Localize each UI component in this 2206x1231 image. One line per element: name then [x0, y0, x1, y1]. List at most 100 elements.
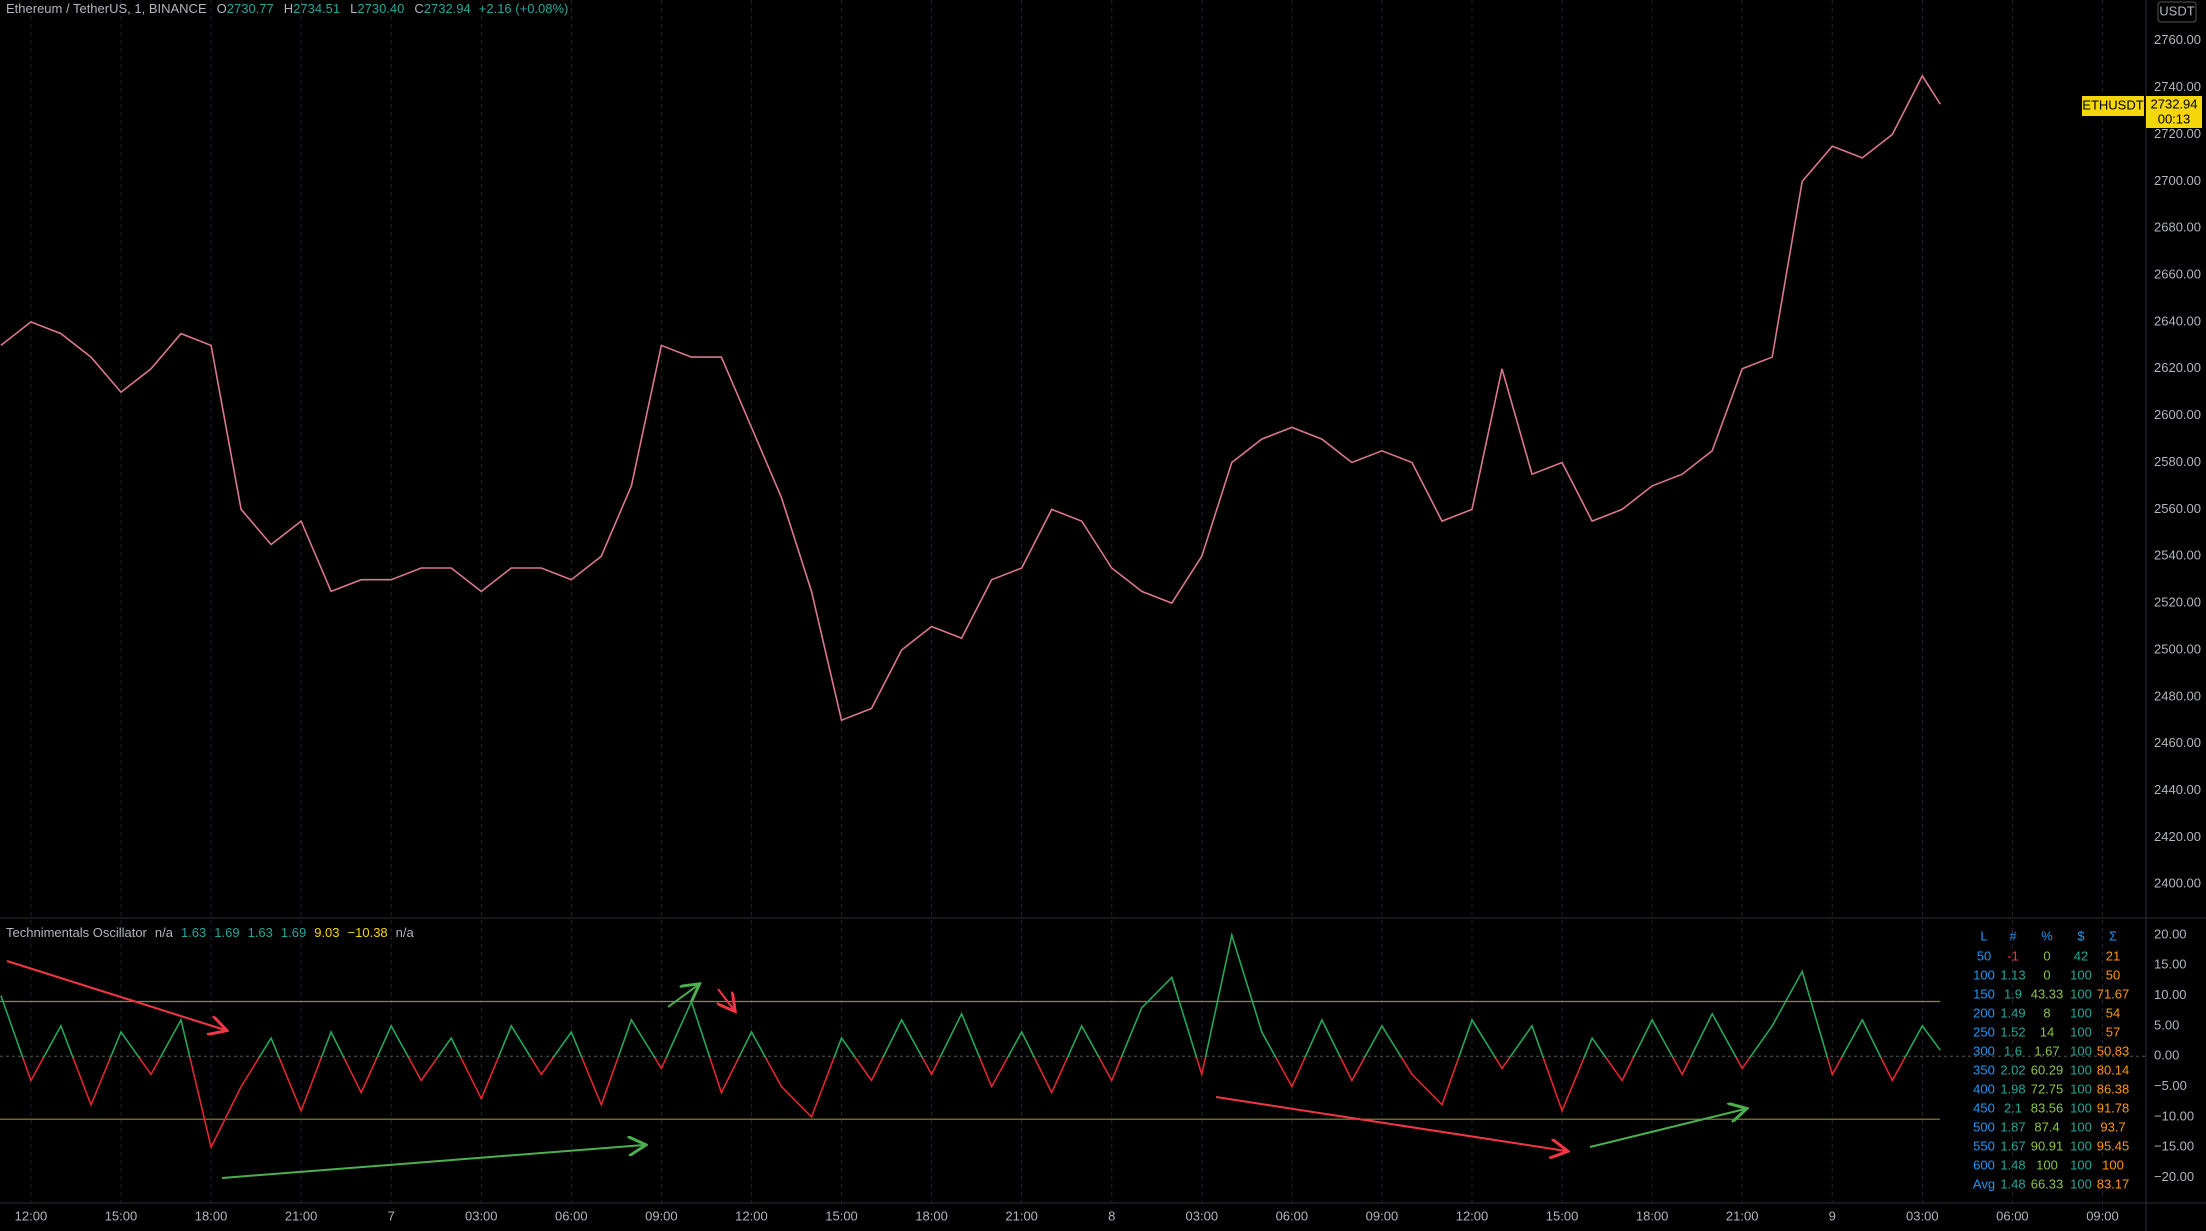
ohlc-key: L	[350, 1, 357, 16]
y-tick-label: −5.00	[2154, 1078, 2187, 1093]
x-tick-label: 06:00	[555, 1208, 588, 1223]
table-cell: 100	[2070, 1157, 2092, 1172]
table-cell: 83.17	[2097, 1176, 2130, 1191]
currency: USDT	[2159, 3, 2194, 18]
table-cell: 0	[2043, 967, 2050, 982]
x-tick-label: 8	[1108, 1208, 1115, 1223]
tag-countdown: 00:13	[2158, 111, 2191, 126]
x-tick-label: 03:00	[465, 1208, 498, 1223]
table-header: Σ	[2109, 928, 2117, 943]
table-cell: 54	[2106, 1005, 2120, 1020]
table-cell: 450	[1973, 1100, 1995, 1115]
table-cell: 1.87	[2000, 1119, 2025, 1134]
table-cell: 87.4	[2034, 1119, 2059, 1134]
currency-box	[2157, 1, 2197, 23]
y-tick-label: 10.00	[2154, 987, 2187, 1002]
table-cell: 100	[2070, 967, 2092, 982]
y-tick-label: 2740.00	[2154, 79, 2201, 94]
oscillator-header: Technimentals Oscillator n/a 1.63 1.69 1.63 1…	[6, 925, 414, 940]
y-tick-label: 2420.00	[2154, 829, 2201, 844]
table-cell: 100	[1973, 967, 1995, 982]
table-cell: 100	[2070, 1100, 2092, 1115]
ohlc-key: H	[284, 1, 293, 16]
table-cell: 14	[2040, 1024, 2054, 1039]
table-cell: 550	[1973, 1138, 1995, 1153]
y-tick-label: 2720.00	[2154, 126, 2201, 141]
stats-table: L #% $ Σ 50 -1 0 42 21 100 1.13 0 100 50 150 1.9 43.33 10…	[1973, 928, 2129, 1191]
symbol: Ethereum / TetherUS, 1, BINANCE	[6, 1, 207, 16]
y-tick-label: 2440.00	[2154, 782, 2201, 797]
table-cell: 100	[2070, 1043, 2092, 1058]
table-cell: 300	[1973, 1043, 1995, 1058]
symbol-header: Ethereum / TetherUS, 1, BINANCE O2730.77 H…	[6, 1, 568, 16]
y-tick-label: 2600.00	[2154, 407, 2201, 422]
x-tick-label: 09:00	[1366, 1208, 1399, 1223]
x-tick-label: 21:00	[1005, 1208, 1038, 1223]
legend-value: 1.69	[281, 925, 306, 940]
legend-value: 1.69	[214, 925, 239, 940]
indicator-title: Technimentals Oscillator	[6, 925, 148, 940]
table-cell: 50	[2106, 967, 2120, 982]
arrow	[1589, 1109, 1745, 1148]
table-cell: 93.7	[2100, 1119, 2125, 1134]
table-cell: 1.67	[2034, 1043, 2059, 1058]
price-tag: ETHUSDT 2732.94 00:13	[2082, 96, 2202, 128]
x-tick-label: 03:00	[1186, 1208, 1219, 1223]
y-tick-label: 2400.00	[2154, 876, 2201, 891]
table-cell: 8	[2043, 1005, 2050, 1020]
table-cell: 1.67	[2000, 1138, 2025, 1153]
table-cell: 100	[2070, 1024, 2092, 1039]
table-cell: 71.67	[2097, 986, 2130, 1001]
x-tick-label: 12:00	[1456, 1208, 1489, 1223]
y-tick-label: 2620.00	[2154, 360, 2201, 375]
table-cell: -1	[2007, 948, 2019, 963]
x-tick-label: 09:00	[645, 1208, 678, 1223]
line	[0, 931, 1941, 1058]
table-cell: 1.6	[2004, 1043, 2022, 1058]
table-cell: 60.29	[2031, 1062, 2064, 1077]
y-tick-label: 20.00	[2154, 926, 2187, 941]
table-cell: 250	[1973, 1024, 1995, 1039]
change: +2.16 (+0.08%)	[479, 1, 569, 16]
table-cell: 100	[2070, 1062, 2092, 1077]
y-tick-label: 2580.00	[2154, 454, 2201, 469]
line	[0, 74, 1941, 722]
table-cell: 100	[2070, 1119, 2092, 1134]
arrow	[221, 1145, 644, 1179]
table-cell: 72.75	[2031, 1081, 2064, 1096]
tag-symbol: ETHUSDT	[2082, 97, 2143, 112]
x-tick-label: 18:00	[195, 1208, 228, 1223]
ohlc-value: 2732.94	[424, 1, 471, 16]
x-tick-label: 06:00	[1276, 1208, 1309, 1223]
tag-box	[2082, 96, 2144, 116]
table-header: %	[2041, 928, 2053, 943]
tag-price: 2732.94	[2151, 96, 2198, 111]
ohlc-key: O	[217, 1, 227, 16]
y-tick-label: 2700.00	[2154, 173, 2201, 188]
table-cell: 1.13	[2000, 967, 2025, 982]
table-cell: 350	[1973, 1062, 1995, 1077]
x-tick-label: 15:00	[1546, 1208, 1579, 1223]
table-cell: 57	[2106, 1024, 2120, 1039]
y-tick-label: 2480.00	[2154, 688, 2201, 703]
grid	[0, 0, 2146, 1203]
table-header: $	[2077, 928, 2085, 943]
legend-value: n/a	[155, 925, 174, 940]
line	[22, 1058, 1906, 1150]
table-cell: 150	[1973, 986, 1995, 1001]
y-tick-label: 2500.00	[2154, 641, 2201, 656]
x-tick-label: 03:00	[1906, 1208, 1939, 1223]
arrow	[718, 988, 734, 1010]
table-cell: 50.83	[2097, 1043, 2130, 1058]
table-cell: 100	[2036, 1157, 2058, 1172]
y-tick-label: 2560.00	[2154, 501, 2201, 516]
y-tick-label: 2660.00	[2154, 267, 2201, 282]
arrow	[1215, 1096, 1566, 1151]
ohlc-value: 2734.51	[293, 1, 340, 16]
table-cell: 1.48	[2000, 1157, 2025, 1172]
table-cell: 2.02	[2000, 1062, 2025, 1077]
x-tick-label: 09:00	[2086, 1208, 2119, 1223]
table-cell: 42	[2074, 948, 2088, 963]
table-cell: 600	[1973, 1157, 1995, 1172]
x-tick-label: 12:00	[15, 1208, 48, 1223]
